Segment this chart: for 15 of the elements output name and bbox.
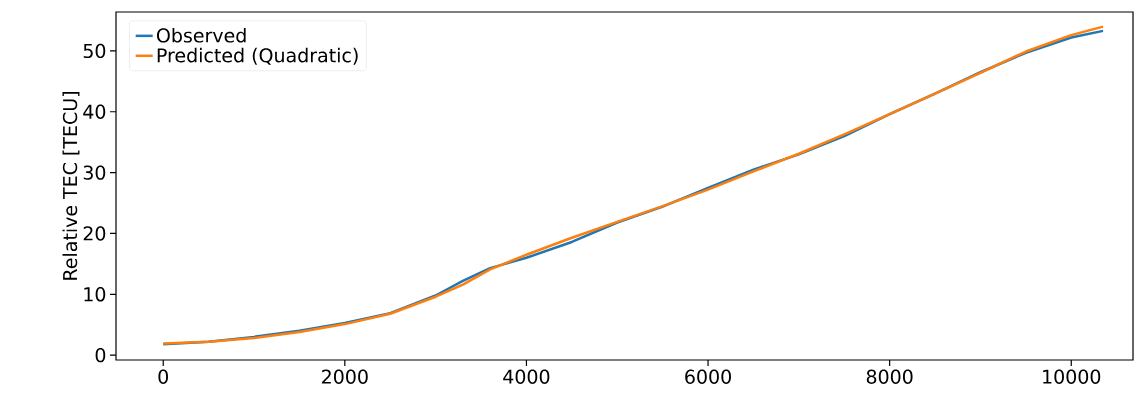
- legend-label: Observed: [156, 27, 246, 43]
- x-tick-label: 10000: [1043, 369, 1101, 384]
- y-tick-label: 40: [83, 104, 106, 119]
- x-tick-label: 2000: [322, 369, 368, 384]
- y-tick-label: 30: [83, 165, 106, 180]
- x-tick-label: 4000: [503, 369, 550, 384]
- x-tick-label: 0: [158, 369, 168, 384]
- y-tick-label: 10: [84, 287, 106, 302]
- legend-label: Predicted (Quadratic): [157, 47, 358, 65]
- x-tick-label: 8000: [866, 369, 913, 384]
- x-tick-label: 6000: [685, 369, 731, 384]
- y-tick-label: 20: [83, 226, 106, 241]
- y-tick-label: 0: [95, 347, 106, 363]
- y-tick-label: 50: [83, 43, 106, 59]
- y-axis-title: Relative TEC [TECU]: [62, 92, 80, 280]
